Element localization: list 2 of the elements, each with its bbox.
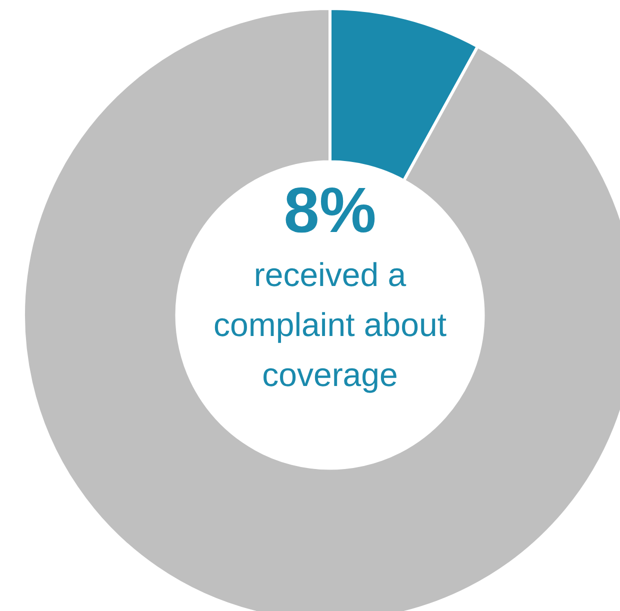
text: 8% [282, 173, 378, 248]
text: received a complaint about coverage [212, 255, 448, 395]
